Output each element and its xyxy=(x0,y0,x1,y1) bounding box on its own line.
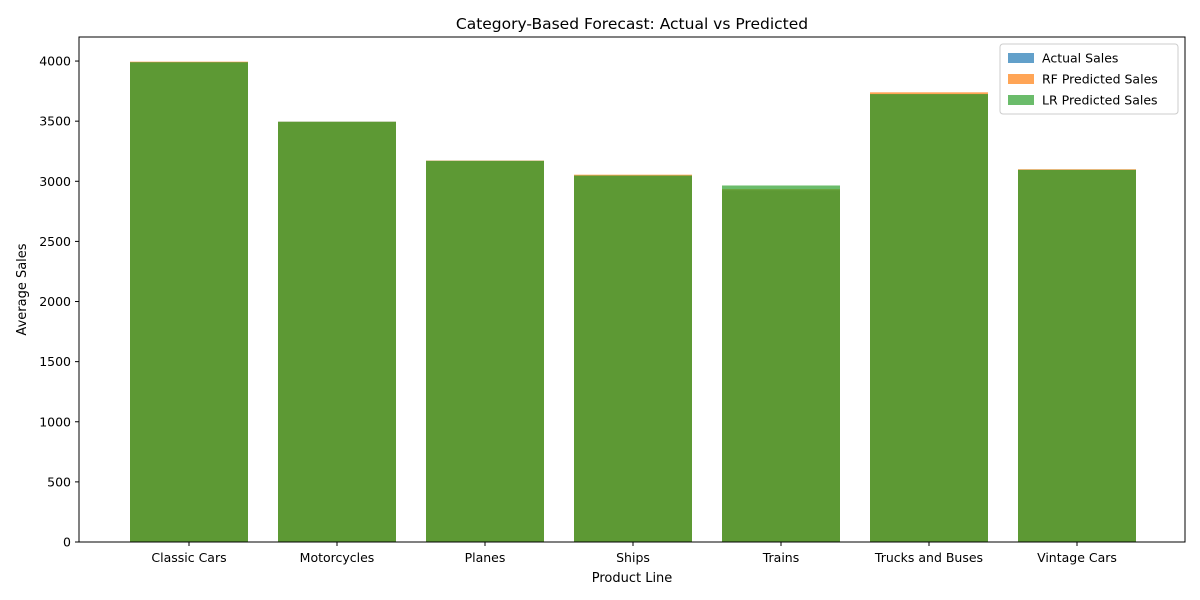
y-tick-label: 3000 xyxy=(39,174,71,189)
x-tick-label-vintage-cars: Vintage Cars xyxy=(1037,550,1117,565)
bars-group xyxy=(130,61,1136,543)
y-tick-label: 1000 xyxy=(39,414,71,429)
x-tick-label-classic-cars: Classic Cars xyxy=(151,550,226,565)
y-axis-ticks: 0 500 1000 1500 2000 2500 3000 3500 4000 xyxy=(39,54,79,550)
y-tick-label: 2500 xyxy=(39,234,71,249)
legend-swatch-rf-predicted-sales xyxy=(1008,74,1034,84)
x-tick-label-trucks-and-buses: Trucks and Buses xyxy=(874,550,983,565)
x-tick-label-motorcycles: Motorcycles xyxy=(300,550,375,565)
x-axis-title: Product Line xyxy=(592,571,673,586)
chart-title: Category-Based Forecast: Actual vs Predi… xyxy=(456,15,808,33)
x-tick-label-planes: Planes xyxy=(465,550,506,565)
y-tick-label: 2000 xyxy=(39,294,71,309)
y-tick-label: 4000 xyxy=(39,54,71,69)
legend-label-lr-predicted-sales: LR Predicted Sales xyxy=(1042,93,1158,108)
y-tick-label: 1500 xyxy=(39,354,71,369)
legend: Actual Sales RF Predicted Sales LR Predict… xyxy=(999,43,1179,115)
bar-lr-predicted-sales-trains xyxy=(722,185,840,542)
bar-lr-predicted-sales-vintage-cars xyxy=(1018,169,1136,542)
bar-lr-predicted-sales-motorcycles xyxy=(278,121,396,543)
legend-label-rf-predicted-sales: RF Predicted Sales xyxy=(1042,72,1158,87)
legend-swatch-actual-sales xyxy=(1008,53,1034,63)
legend-swatch-lr-predicted-sales xyxy=(1008,95,1034,105)
bar-lr-predicted-sales-ships xyxy=(574,175,692,542)
legend-box xyxy=(999,43,1179,115)
bar-lr-predicted-sales-planes xyxy=(426,160,544,542)
y-tick-label: 3500 xyxy=(39,114,71,129)
y-tick-label: 500 xyxy=(47,474,71,489)
x-tick-label-ships: Ships xyxy=(616,550,650,565)
y-tick-label: 0 xyxy=(63,535,71,550)
bar-lr-predicted-sales-classic-cars xyxy=(130,62,248,542)
legend-label-actual-sales: Actual Sales xyxy=(1042,51,1118,66)
bar-lr-predicted-sales-trucks-and-buses xyxy=(870,94,988,542)
x-axis-ticks: Classic Cars Motorcycles Planes Ships Trains… xyxy=(151,542,1117,565)
plot-frame xyxy=(78,36,1186,543)
y-axis-title: Average Sales xyxy=(15,243,30,335)
x-tick-label-trains: Trains xyxy=(762,550,800,565)
